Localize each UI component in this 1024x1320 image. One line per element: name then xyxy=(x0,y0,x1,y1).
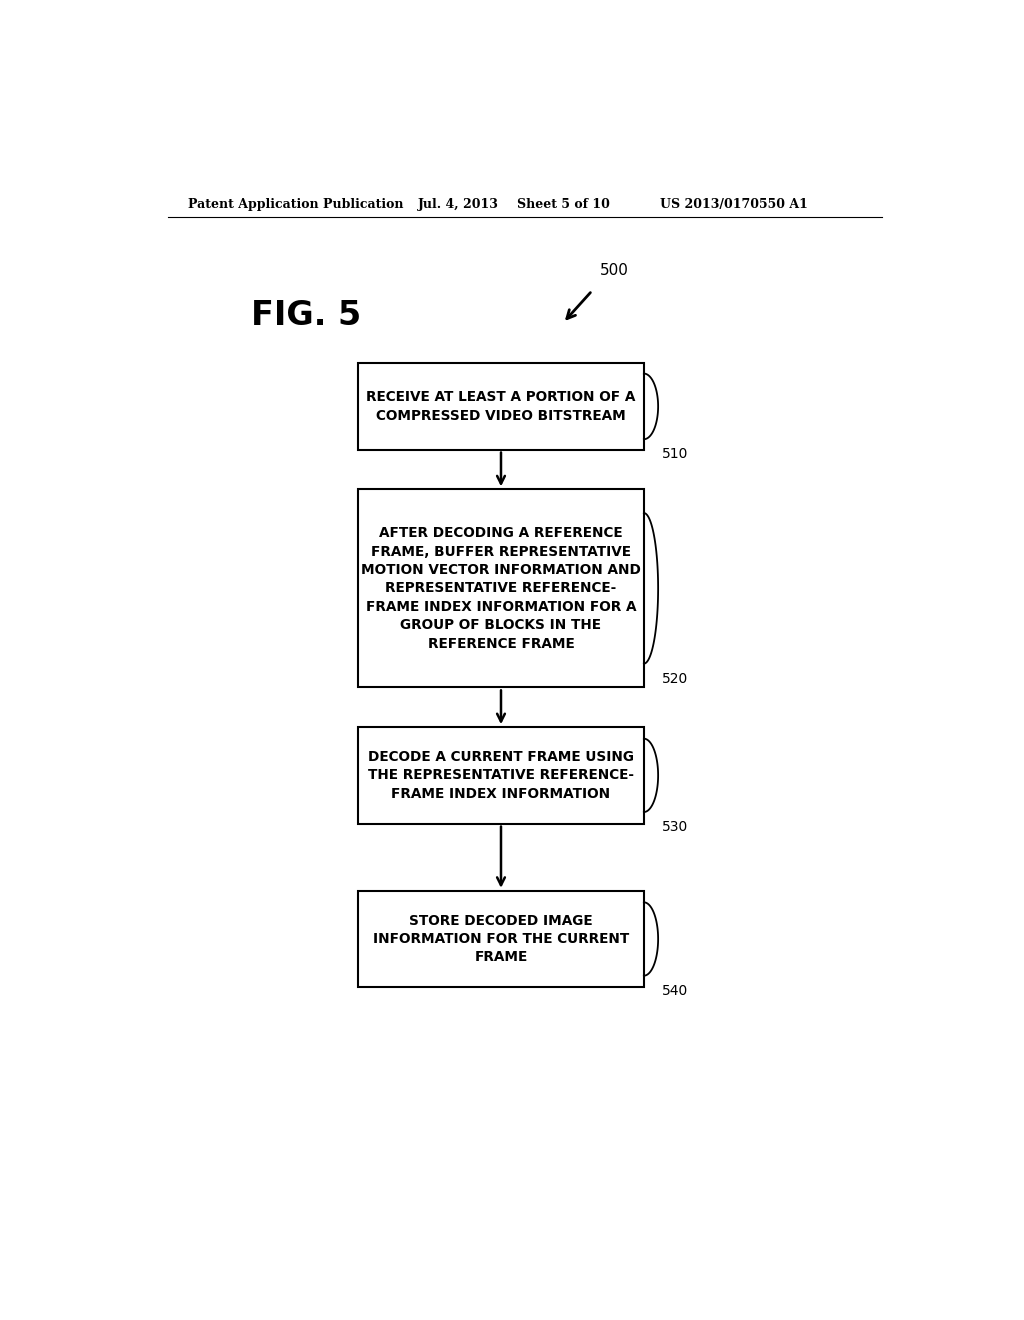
Text: 520: 520 xyxy=(663,672,688,686)
Text: 540: 540 xyxy=(663,983,688,998)
Text: FIG. 5: FIG. 5 xyxy=(251,300,361,333)
Text: DECODE A CURRENT FRAME USING
THE REPRESENTATIVE REFERENCE-
FRAME INDEX INFORMATI: DECODE A CURRENT FRAME USING THE REPRESE… xyxy=(368,750,634,801)
Text: Jul. 4, 2013: Jul. 4, 2013 xyxy=(418,198,499,211)
Bar xyxy=(358,363,644,450)
Text: US 2013/0170550 A1: US 2013/0170550 A1 xyxy=(659,198,808,211)
Text: STORE DECODED IMAGE
INFORMATION FOR THE CURRENT
FRAME: STORE DECODED IMAGE INFORMATION FOR THE … xyxy=(373,913,629,965)
Text: Sheet 5 of 10: Sheet 5 of 10 xyxy=(517,198,609,211)
Text: 500: 500 xyxy=(600,263,629,279)
Bar xyxy=(358,891,644,987)
Bar xyxy=(358,490,644,688)
Text: AFTER DECODING A REFERENCE
FRAME, BUFFER REPRESENTATIVE
MOTION VECTOR INFORMATIO: AFTER DECODING A REFERENCE FRAME, BUFFER… xyxy=(361,527,641,651)
Text: Patent Application Publication: Patent Application Publication xyxy=(187,198,403,211)
Bar xyxy=(358,727,644,824)
Text: 530: 530 xyxy=(663,820,688,834)
Text: 510: 510 xyxy=(663,447,688,462)
Text: RECEIVE AT LEAST A PORTION OF A
COMPRESSED VIDEO BITSTREAM: RECEIVE AT LEAST A PORTION OF A COMPRESS… xyxy=(367,391,636,422)
